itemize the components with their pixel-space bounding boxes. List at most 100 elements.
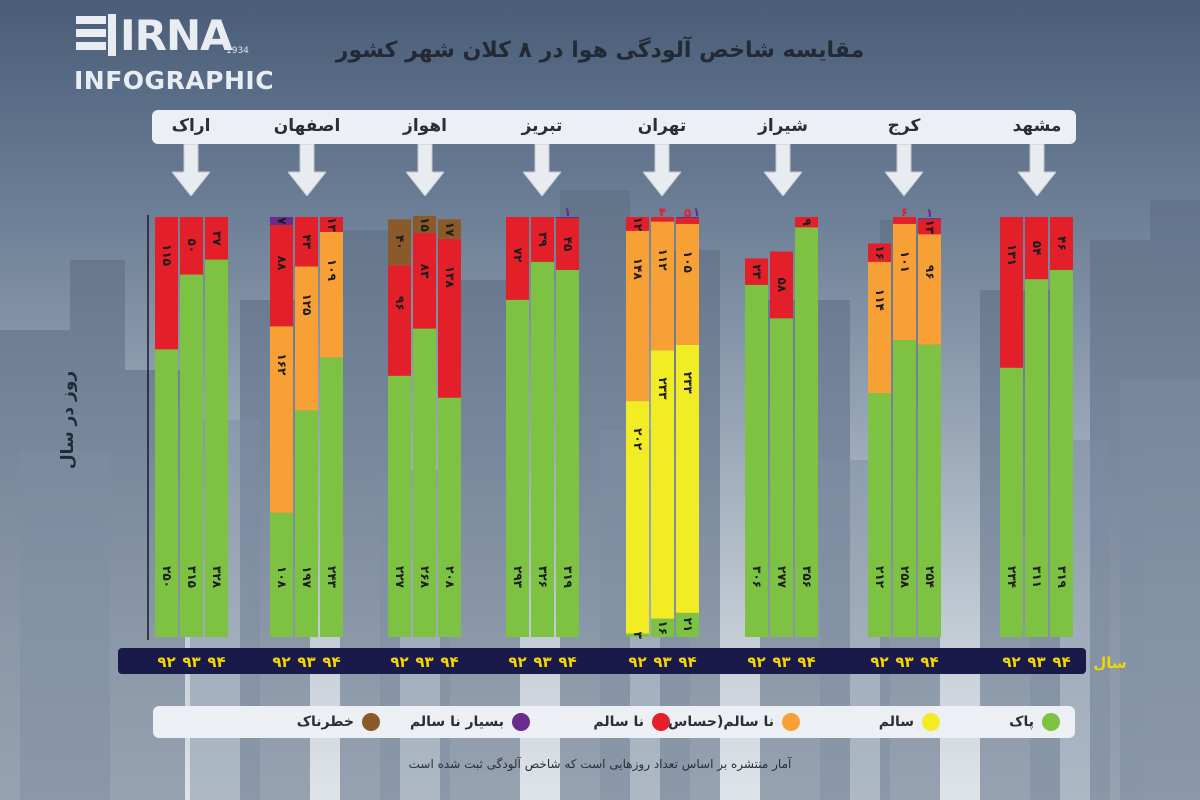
bar-segment-unhealthy — [270, 225, 293, 327]
bar-top-label: ۱ — [564, 205, 571, 219]
legend-label: نا سالم — [593, 714, 644, 730]
down-arrow-icon — [172, 144, 210, 196]
bar-segment-unhealthy — [770, 251, 793, 319]
bar-value-label: ۳۵۶ — [800, 566, 814, 588]
bar-value-label: ۴۵ — [561, 237, 575, 252]
bar-segment-unhealthy — [651, 217, 674, 222]
down-arrow-icon — [523, 144, 561, 196]
year-tick-label: ۹۲ — [390, 653, 408, 671]
bar-value-label: ۲۵۰ — [160, 566, 174, 588]
bar-value-label: ۲۰۲ — [631, 428, 645, 451]
bar-top-label: ۱ — [693, 205, 700, 219]
footnote: آمار منتشره بر اساس تعداد روزهایی است که… — [408, 757, 792, 771]
bar-segment-clean — [651, 618, 674, 637]
bar-segment-sensitive — [651, 221, 674, 351]
year-tick-label: ۹۲ — [1002, 653, 1020, 671]
bar-value-label: ۲۳ — [750, 264, 764, 279]
bar-value-label: ۲۷۷ — [775, 566, 789, 589]
city-label: اصفهان — [273, 116, 341, 136]
bar-segment-unhealthy — [556, 218, 579, 270]
year-tick-label: ۹۲ — [870, 653, 888, 671]
bar-segment-hazardous — [438, 219, 461, 239]
bar-value-label: ۱۶ — [656, 620, 670, 635]
bar-segment-clean — [1000, 367, 1023, 637]
bar-value-label: ۳ — [631, 632, 645, 640]
legend-swatch — [1042, 713, 1060, 731]
bar-value-label: ۱۲ — [631, 217, 645, 232]
bar-segment-healthy — [651, 350, 674, 619]
bar-segment-clean — [795, 227, 818, 637]
bar-segment-clean — [155, 349, 178, 637]
bar-value-label: ۷ — [275, 217, 289, 225]
bar-value-label: ۵۰ — [185, 238, 199, 253]
bar-value-label: ۳۲۸ — [210, 566, 224, 589]
year-tick-label: ۹۳ — [182, 653, 200, 671]
legend-item-very_unhealthy: بسیار نا سالم — [410, 706, 530, 738]
bar-segment-sensitive — [320, 231, 343, 358]
bar-top-label: ۱ — [926, 206, 933, 220]
legend-swatch — [652, 713, 670, 731]
bar-value-label: ۸۳ — [418, 264, 432, 279]
bar-value-label: ۲۴۳ — [325, 566, 339, 589]
bar-value-label: ۳۱۹ — [1055, 566, 1069, 589]
bar-value-label: ۴۶ — [1055, 236, 1069, 251]
bar-segment-clean — [745, 284, 768, 637]
bar-value-label: ۱۰۵ — [681, 251, 695, 273]
bar-value-label: ۲۰۸ — [443, 566, 457, 589]
bar-segment-clean — [438, 397, 461, 637]
bar-segment-very_unhealthy — [270, 217, 293, 226]
bar-value-label: ۱۵ — [418, 217, 432, 232]
bar-value-label: ۲۶۸ — [418, 566, 432, 589]
bar-value-label: ۵۸ — [775, 278, 789, 293]
bar-segment-unhealthy — [868, 243, 891, 262]
year-tick-label: ۹۴ — [678, 653, 696, 671]
bar-value-label: ۱۷ — [443, 222, 457, 237]
city-label: شیراز — [758, 116, 808, 136]
legend-label: بسیار نا سالم — [409, 714, 504, 730]
year-tick-label: ۹۴ — [322, 653, 340, 671]
bar-value-label: ۲۳۳ — [681, 372, 695, 395]
year-tick-label: ۹۳ — [653, 653, 671, 671]
bar-segment-unhealthy — [1000, 217, 1023, 368]
bar-value-label: ۹۶ — [393, 296, 407, 311]
down-arrow-icon — [764, 144, 802, 196]
bar-segment-clean — [770, 318, 793, 637]
bar-segment-unhealthy — [180, 217, 203, 275]
logo-year: 1934 — [226, 46, 249, 56]
year-tick-label: ۹۲ — [272, 653, 290, 671]
bar-segment-unhealthy — [155, 217, 178, 350]
bar-segment-unhealthy — [893, 217, 916, 224]
bar-segment-sensitive — [270, 326, 293, 513]
legend-label: پاک — [1009, 714, 1034, 730]
irna-logo: IRNA 1934 INFOGRAPHIC — [72, 10, 274, 105]
bar-segment-unhealthy — [745, 258, 768, 285]
legend-item-clean: پاک — [1009, 706, 1060, 738]
city-label: تبریز — [521, 116, 563, 136]
bar-segment-hazardous — [413, 215, 436, 234]
year-tick-label: ۹۲ — [157, 653, 175, 671]
bar-value-label: ۱۰۱ — [898, 251, 912, 273]
bar-segment-sensitive — [676, 223, 699, 345]
down-arrow-icon — [643, 144, 681, 196]
city-label: اهواز — [403, 116, 447, 136]
bar-segment-unhealthy — [205, 217, 228, 260]
bar-segment-healthy — [626, 401, 649, 634]
bar-value-label: ۳۱۹ — [561, 566, 575, 589]
legend-item-healthy: سالم — [879, 706, 940, 738]
year-tick-label: ۹۳ — [297, 653, 315, 671]
bar-segment-unhealthy — [295, 217, 318, 267]
bar-segment-clean — [1025, 279, 1048, 637]
bar-segment-unhealthy — [1050, 217, 1073, 270]
bar-value-label: ۲۳۳ — [656, 377, 670, 400]
year-tick-label: ۹۲ — [508, 653, 526, 671]
bar-top-label: ۴ — [659, 205, 666, 219]
bar-value-label: ۲۵۴ — [923, 566, 937, 588]
legend-label: خطرناک — [296, 714, 354, 730]
bar-top-label: ۶ — [901, 205, 908, 219]
bar-value-label: ۳۰۶ — [750, 566, 764, 588]
bar-segment-clean — [413, 328, 436, 637]
legend-swatch — [922, 713, 940, 731]
bar-segment-clean — [1050, 269, 1073, 637]
bar-value-label: ۲۱۲ — [873, 566, 887, 589]
bar-value-label: ۲۱ — [681, 618, 695, 633]
